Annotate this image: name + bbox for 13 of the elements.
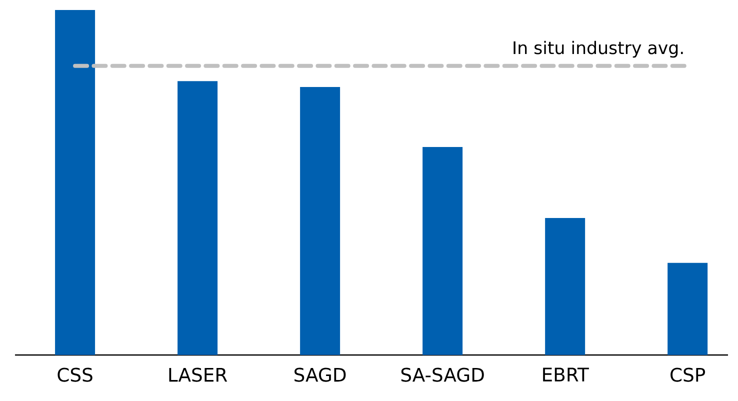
bar [178,81,218,355]
x-tick-label: EBRT [543,368,589,382]
bar [55,10,96,355]
bar [300,86,340,355]
x-tick-label: LASER [169,368,228,382]
ref-line-label: In situ industry avg. [514,40,683,58]
x-tick-label: SA-SAGD [401,368,484,382]
x-tick-label: CSP [670,368,706,382]
bar [668,262,708,355]
bar [545,218,586,355]
x-tick-label: CSS [58,368,92,382]
bar [422,146,463,355]
x-tick-label: SAGD [294,368,346,382]
